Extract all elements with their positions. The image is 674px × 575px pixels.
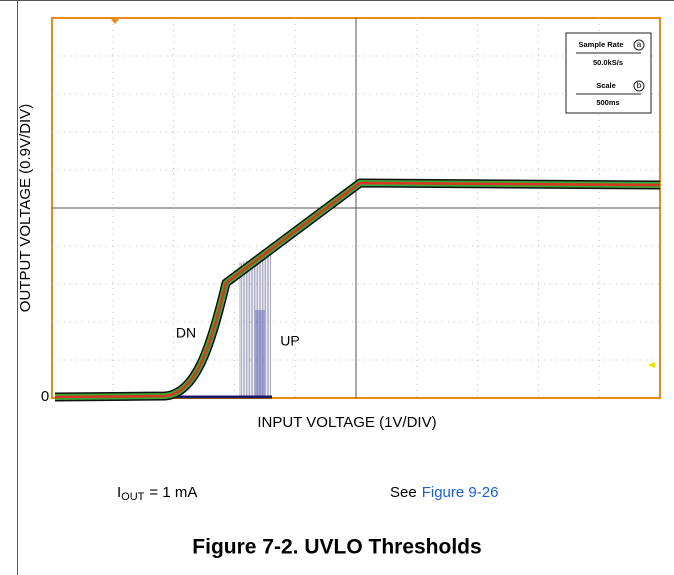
- scale: 500ms: [596, 98, 619, 107]
- y-axis-label: OUTPUT VOLTAGE (0.9V/DIV): [17, 104, 34, 312]
- scale-label: Scale: [596, 81, 616, 90]
- up-trace-dense: [255, 310, 265, 397]
- trigger-marker: [110, 18, 120, 24]
- current-value: = 1 mA: [149, 484, 197, 501]
- x-axis-label: INPUT VOLTAGE (1V/DIV): [257, 414, 436, 431]
- see: See: [390, 484, 417, 501]
- current-prefix: I: [117, 484, 121, 501]
- marker-circle: [633, 80, 645, 92]
- up-trace: [239, 254, 271, 397]
- level-marker: [648, 362, 655, 368]
- trace-red: [54, 181, 661, 399]
- scope-box: Sample Rate a 50.0kS/s Scale b 500ms: [565, 32, 652, 114]
- trace-label-dn: DN: [176, 325, 196, 341]
- marker-circle: [633, 39, 645, 51]
- figure-title: Figure 7-2. UVLO Thresholds: [192, 536, 481, 559]
- scale-marker: b: [637, 81, 642, 90]
- origin-label: 0: [41, 388, 49, 405]
- scope-box-frame: [565, 32, 652, 114]
- up-hatch: [239, 254, 271, 397]
- trace-label-up: UP: [280, 333, 299, 349]
- see-note: See Figure 9-26: [390, 484, 498, 501]
- current-subscript: OUT: [121, 491, 145, 503]
- sample-rate-marker: a: [637, 40, 642, 49]
- figure-link[interactable]: Figure 9-26: [422, 484, 499, 501]
- sample-rate: 50.0kS/s: [593, 58, 623, 67]
- sample-rate-label: Sample Rate: [578, 40, 623, 49]
- current-note: IOUT = 1 mA: [117, 484, 197, 503]
